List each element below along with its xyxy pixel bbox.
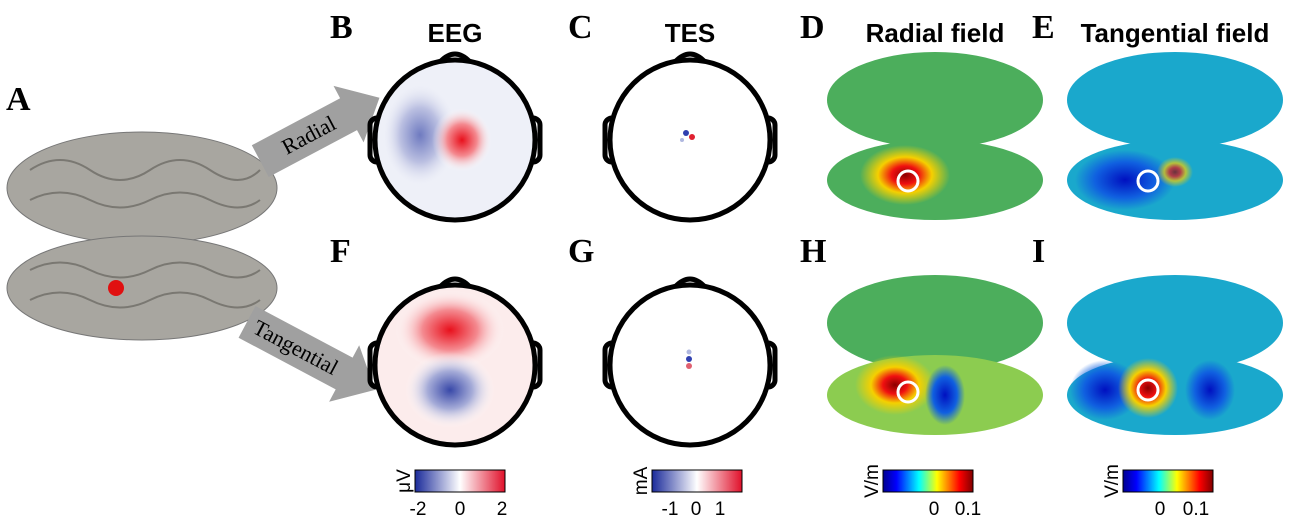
brain-tangential-top (1067, 52, 1283, 220)
colorbar-tick: 2 (497, 499, 508, 520)
colorbar-tick: 0 (929, 499, 940, 520)
colorbar-unit: μV (394, 469, 415, 493)
head-eeg-tangential (367, 276, 543, 448)
colorbar-tick: 1 (715, 499, 726, 520)
colorbar-tick: 0 (691, 499, 702, 520)
column-title: Tangential field (1081, 18, 1270, 48)
colorbar-eeg: μV -2 0 2 (394, 469, 507, 520)
colorbar-tick: -1 (662, 499, 679, 520)
colorbar-radial: V/m 0 0.1 (862, 464, 981, 520)
colorbar-tangential: V/m 0 0.1 (1102, 464, 1214, 520)
head-eeg-radial (367, 51, 543, 223)
panel-letter: B (330, 9, 353, 46)
colorbar-tick: 0.1 (1183, 499, 1209, 520)
arrow-tangential: Tangential (238, 305, 376, 402)
colorbar-tick: 0 (1155, 499, 1166, 520)
panel-letter: D (800, 9, 825, 46)
brain-tangential-bottom (1067, 275, 1283, 435)
colorbar-tick: 0 (455, 499, 466, 520)
panel-letter: H (800, 233, 826, 270)
colorbar-unit: V/m (1102, 464, 1123, 498)
brain-radial-top (827, 52, 1043, 220)
column-title: TES (665, 18, 716, 48)
column-title: Radial field (866, 18, 1005, 48)
panel-letter: E (1032, 9, 1055, 46)
head-tes-radial (602, 51, 778, 223)
colorbar-unit: V/m (862, 464, 883, 498)
head-tes-tangential (602, 276, 778, 448)
panel-letter: I (1032, 233, 1045, 270)
panel-letter: C (568, 9, 593, 46)
colorbar-unit: mA (631, 466, 652, 495)
brain-radial-bottom (827, 275, 1043, 435)
colorbar-tes: mA -1 0 1 (631, 466, 743, 520)
colorbar-tick: -2 (410, 499, 427, 520)
colorbar-tick: 0.1 (955, 499, 981, 520)
panel-letter: G (568, 233, 594, 270)
column-title: EEG (428, 18, 483, 48)
panel-letter: F (330, 233, 351, 270)
panel-letter: A (6, 81, 31, 118)
brain-a (6, 131, 278, 341)
